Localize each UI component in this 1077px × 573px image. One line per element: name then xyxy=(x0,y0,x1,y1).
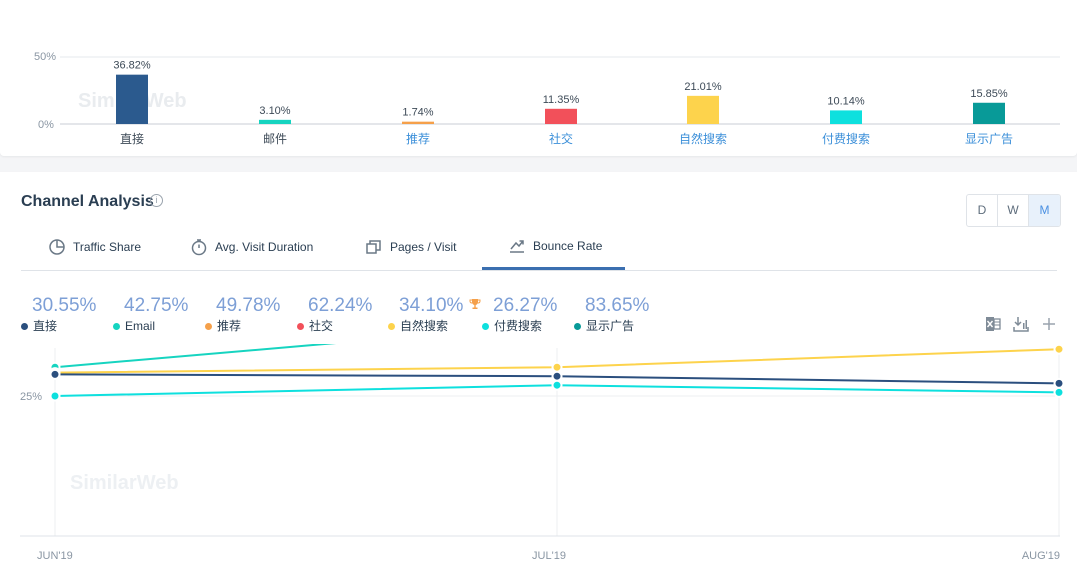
granularity-day-button[interactable]: D xyxy=(967,195,998,226)
pie-chart-icon xyxy=(49,239,65,255)
add-icon[interactable] xyxy=(1040,315,1058,333)
legend-dot xyxy=(482,322,489,330)
granularity-month-button[interactable]: M xyxy=(1029,195,1060,226)
legend-name: 推荐 xyxy=(217,319,242,333)
y-tick-label: 25% xyxy=(20,391,42,403)
bar-value-label: 15.85% xyxy=(970,88,1008,100)
x-tick-label: JUL'19 xyxy=(532,550,566,562)
data-point[interactable] xyxy=(551,361,563,373)
bar-value-label: 10.14% xyxy=(827,95,865,107)
bar-category-label: 邮件 xyxy=(263,132,287,146)
bar-ytick-label: 50% xyxy=(34,51,56,63)
bar[interactable] xyxy=(402,121,434,124)
data-point[interactable] xyxy=(49,390,61,402)
bar[interactable] xyxy=(687,95,719,124)
line-chart-watermark: SimilarWeb xyxy=(70,472,179,494)
legend-dot xyxy=(113,322,120,330)
legend-name: Email xyxy=(125,319,156,333)
legend-value: 83.65% xyxy=(585,295,650,316)
legend-label-row: 显示广告 xyxy=(574,319,634,333)
bar-category-label[interactable]: 显示广告 xyxy=(965,132,1013,146)
bar-category-label[interactable]: 推荐 xyxy=(406,132,430,146)
section-title: Channel Analysis xyxy=(21,193,154,210)
bounce-rate-icon xyxy=(510,239,524,253)
granularity-week-button[interactable]: W xyxy=(998,195,1029,226)
metric-tabs: Traffic Share Avg. Visit Duration Pages … xyxy=(21,224,1057,271)
bar-category-label[interactable]: 付费搜索 xyxy=(822,131,870,146)
legend-label-row: Email xyxy=(113,319,155,333)
legend-label-row: 付费搜索 xyxy=(482,319,542,333)
series-line xyxy=(54,344,337,369)
legend-value: 34.10% xyxy=(399,295,464,316)
tab-pages-per-visit[interactable]: Pages / Visit xyxy=(365,224,456,270)
bar-value-label: 1.74% xyxy=(402,107,433,119)
legend-dot xyxy=(297,322,304,330)
data-point[interactable] xyxy=(1053,386,1065,398)
bar-category-label[interactable]: 自然搜索 xyxy=(679,131,727,146)
legend-name: 直接 xyxy=(33,319,58,333)
traffic-share-bar-chart: SimilarWeb 50% 0% 36.82%直接3.10%邮件1.74%推荐… xyxy=(34,51,1060,146)
excel-export-icon[interactable] xyxy=(984,315,1002,333)
data-point[interactable] xyxy=(551,379,563,391)
data-point[interactable] xyxy=(551,370,563,382)
legend-label-row: 自然搜索 xyxy=(388,319,448,333)
traffic-overview-card: SimilarWeb 50% 0% 36.82%直接3.10%邮件1.74%推荐… xyxy=(0,0,1077,156)
bar-category-label[interactable]: 社交 xyxy=(549,131,573,146)
tab-traffic-share[interactable]: Traffic Share xyxy=(48,224,141,270)
tab-label: Traffic Share xyxy=(73,240,142,254)
legend-label-row: 推荐 xyxy=(205,319,241,333)
legend-value: 62.24% xyxy=(308,295,373,316)
tab-label: Avg. Visit Duration xyxy=(215,240,314,254)
bar-value-label: 21.01% xyxy=(684,81,722,93)
download-icon[interactable] xyxy=(1012,315,1030,333)
legend-name: 自然搜索 xyxy=(400,319,449,333)
legend-dot xyxy=(388,322,395,330)
legend-dot xyxy=(205,322,212,330)
tab-bounce-rate[interactable]: Bounce Rate xyxy=(482,224,625,270)
data-point[interactable] xyxy=(1053,377,1065,389)
stopwatch-icon xyxy=(191,239,207,256)
bar[interactable] xyxy=(545,108,577,124)
granularity-toggle: D W M xyxy=(966,194,1061,227)
bar-category-label: 直接 xyxy=(120,131,144,146)
bar-value-label: 11.35% xyxy=(543,94,580,106)
legend-name: 付费搜索 xyxy=(494,319,543,333)
tab-avg-visit-duration[interactable]: Avg. Visit Duration xyxy=(190,224,313,270)
bar[interactable] xyxy=(973,102,1005,124)
data-point[interactable] xyxy=(1053,344,1065,355)
legend-dot xyxy=(21,322,28,330)
legend-dot xyxy=(574,322,581,330)
legend-value: 30.55% xyxy=(32,295,97,316)
legend-name: 显示广告 xyxy=(586,319,635,333)
legend-value: 26.27% xyxy=(493,295,558,316)
bar[interactable] xyxy=(116,74,148,124)
channel-analysis-card: Channel Analysis i D W M Traffic Share A… xyxy=(0,172,1077,573)
bar-value-label: 3.10% xyxy=(259,105,290,117)
legend-label-row: 直接 xyxy=(21,319,57,333)
pages-icon xyxy=(366,240,381,254)
data-point[interactable] xyxy=(49,368,61,380)
chart-toolbar xyxy=(984,315,1058,333)
legend-value: 42.75% xyxy=(124,295,189,316)
x-tick-label: JUN'19 xyxy=(37,550,73,562)
bar[interactable] xyxy=(830,110,862,124)
legend-value: 49.78% xyxy=(216,295,281,316)
legend-name: 社交 xyxy=(309,319,334,333)
tab-label: Bounce Rate xyxy=(533,238,603,253)
bar-ytick-label: 0% xyxy=(38,119,54,131)
chart-legend: 30.55% 直接 42.75% Email 49.78% 推荐 62.24% … xyxy=(21,294,681,338)
bar[interactable] xyxy=(259,119,291,124)
info-icon[interactable]: i xyxy=(150,194,163,207)
trophy-icon xyxy=(469,299,481,309)
bar-value-label: 36.82% xyxy=(113,60,151,72)
x-tick-label: AUG'19 xyxy=(1022,550,1060,562)
tab-label: Pages / Visit xyxy=(390,240,457,254)
legend-label-row: 社交 xyxy=(297,319,333,333)
